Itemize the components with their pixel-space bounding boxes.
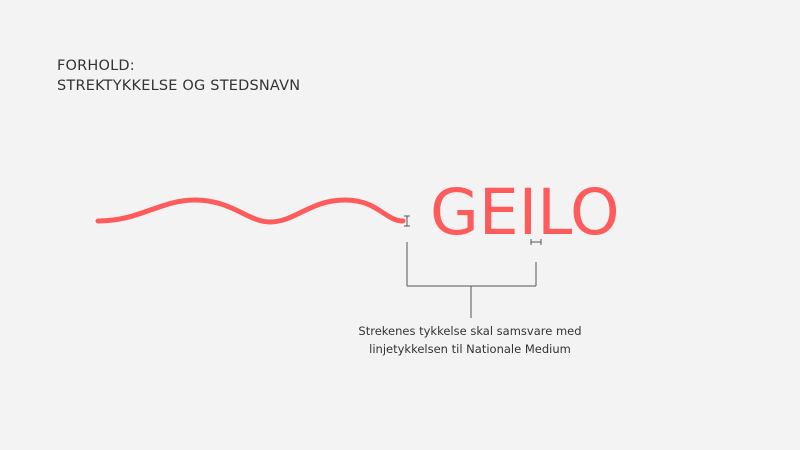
caption-line-2: linjetykkelsen til Nationale Medium bbox=[369, 342, 571, 356]
comparison-bracket bbox=[406, 242, 537, 318]
place-name-sample: GEILO bbox=[430, 176, 620, 249]
diagram-heading: FORHOLD: STREKTYKKELSE OG STEDSNAVN bbox=[57, 56, 300, 96]
caption-line-1: Strekenes tykkelse skal samsvare med bbox=[358, 324, 582, 338]
wavy-line bbox=[95, 197, 406, 225]
line-thickness-marker bbox=[404, 215, 410, 227]
letter-stroke-marker bbox=[530, 239, 542, 245]
heading-line-2: STREKTYKKELSE OG STEDSNAVN bbox=[57, 78, 301, 94]
caption: Strekenes tykkelse skal samsvare med lin… bbox=[320, 322, 620, 358]
heading-line-1: FORHOLD: bbox=[57, 58, 135, 74]
